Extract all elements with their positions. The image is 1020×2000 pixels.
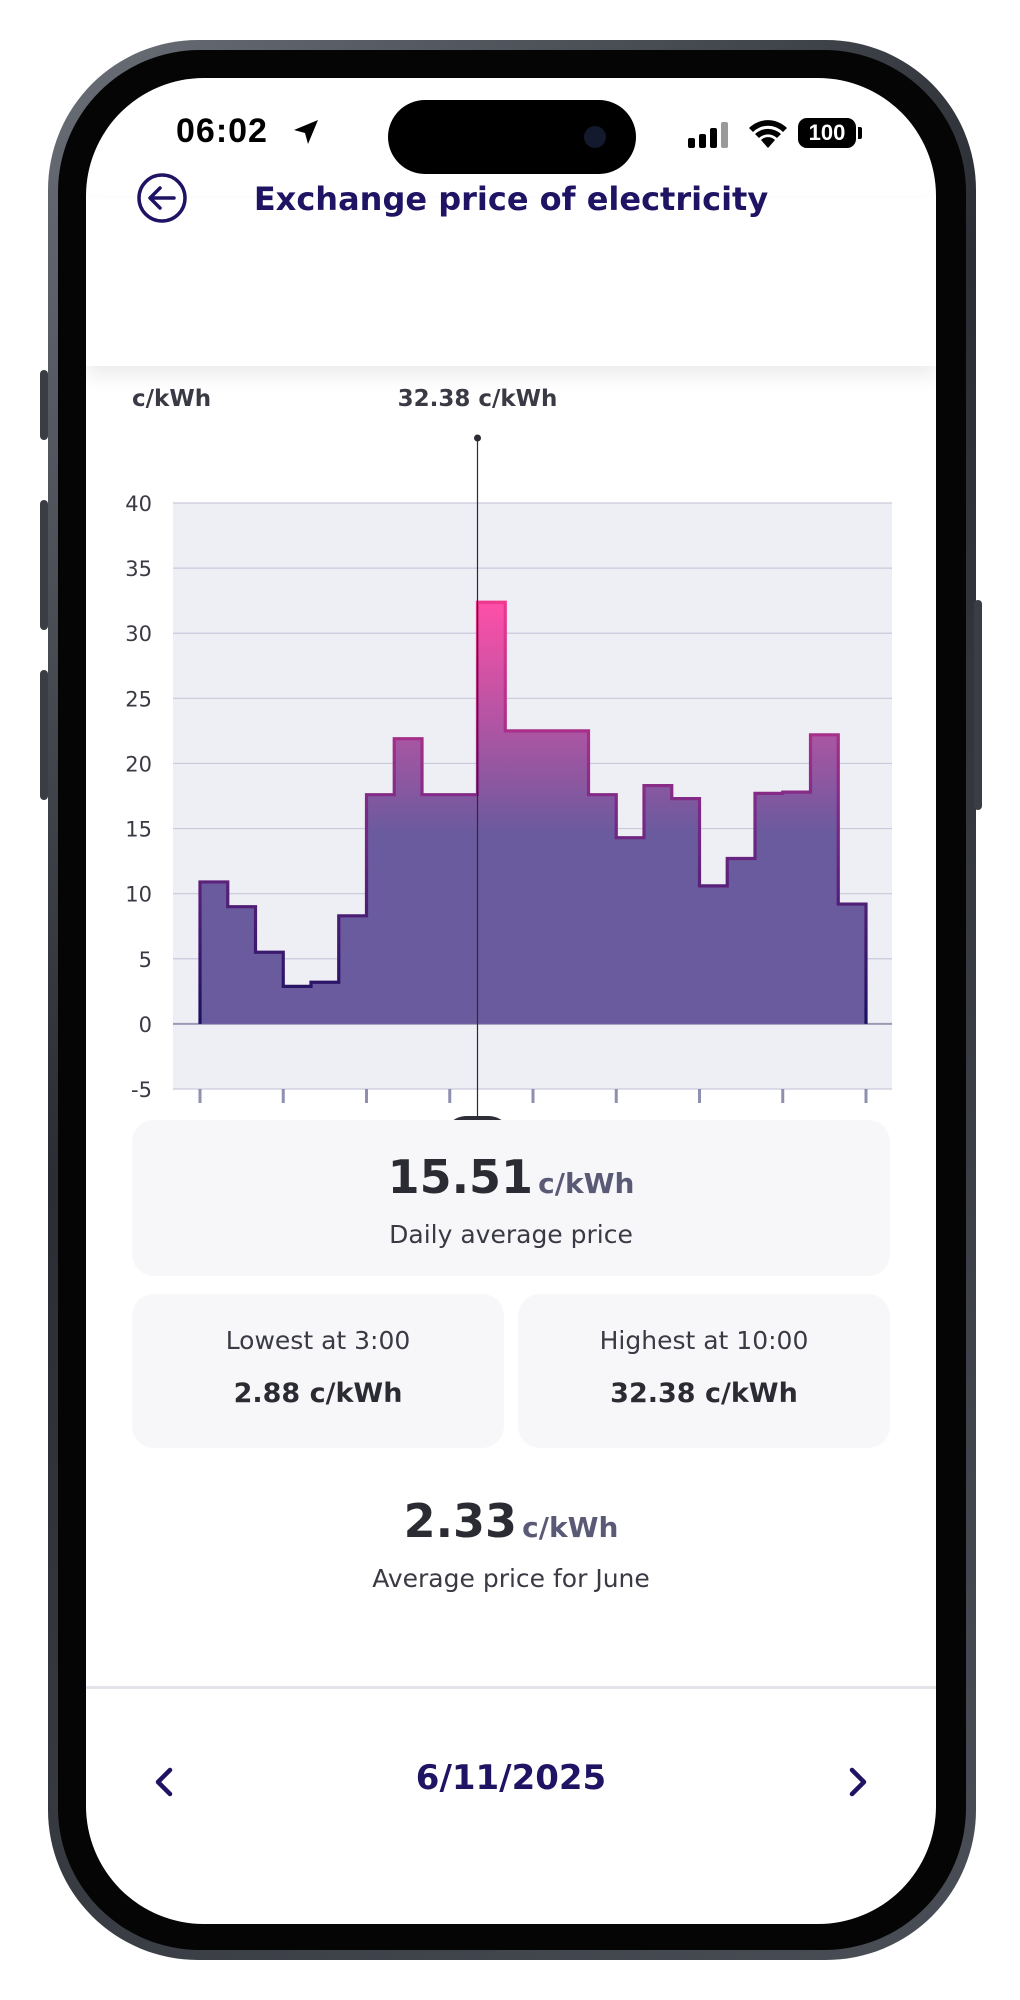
price-step-bar-hour-18 <box>700 886 728 1024</box>
battery-icon: 100 <box>798 118 856 148</box>
dynamic-island <box>388 100 636 174</box>
y-tick-label: 5 <box>139 948 152 972</box>
selected-value-label: 32.38 c/kWh <box>398 386 558 412</box>
selection-cursor-dot <box>474 434 481 442</box>
y-tick-label: 25 <box>125 687 152 711</box>
volume-down-button <box>40 670 48 800</box>
y-tick-label: 30 <box>125 622 152 646</box>
y-tick-label: 35 <box>125 557 152 581</box>
price-step-bar-hour-1 <box>228 907 256 1024</box>
price-step-bar-hour-21 <box>783 792 811 1024</box>
cellular-signal-icon <box>688 122 728 148</box>
month-average: 2.33 c/kWh <box>86 1494 936 1548</box>
back-arrow-icon[interactable] <box>136 172 188 224</box>
lowest-value: 2.88 c/kWh <box>233 1378 403 1409</box>
price-step-bar-hour-23 <box>838 904 866 1024</box>
price-area <box>200 602 866 1024</box>
price-step-bar-hour-16 <box>644 786 672 1024</box>
battery-tip <box>858 127 862 139</box>
highest-price-card: Highest at 10:00 32.38 c/kWh <box>518 1294 890 1448</box>
price-step-bar-hour-5 <box>339 916 367 1024</box>
price-step-bar-hour-10 <box>478 602 506 1024</box>
price-step-bar-hour-13 <box>561 731 589 1024</box>
highest-value: 32.38 c/kWh <box>610 1378 798 1409</box>
price-step-bar-hour-15 <box>616 838 644 1024</box>
month-average-value: 2.33 <box>403 1494 518 1548</box>
price-step-bar-hour-8 <box>422 795 450 1024</box>
wifi-icon <box>749 120 787 148</box>
price-chart[interactable]: c/kWh 32.38 c/kWh -505101520253035400003… <box>86 368 936 1198</box>
previous-day-chevron-icon[interactable] <box>144 1762 184 1802</box>
y-tick-label: 20 <box>125 752 152 776</box>
y-tick-label: -5 <box>131 1078 152 1102</box>
price-step-bar-hour-14 <box>589 795 617 1024</box>
status-time: 06:02 <box>176 112 268 150</box>
price-step-bar-hour-4 <box>311 982 339 1024</box>
price-step-bar-hour-9 <box>450 795 478 1024</box>
month-average-label: Average price for June <box>372 1564 650 1593</box>
price-step-bar-hour-6 <box>367 795 395 1024</box>
price-step-line <box>198 600 868 1024</box>
price-step-bar-hour-3 <box>283 986 311 1024</box>
daily-average-unit: c/kWh <box>538 1167 635 1200</box>
volume-up-button <box>40 500 48 630</box>
page-title: Exchange price of electricity <box>253 180 769 218</box>
y-tick-label: 0 <box>139 1013 152 1037</box>
price-step-bar-hour-12 <box>533 731 561 1024</box>
action-button <box>40 370 48 440</box>
next-day-chevron-icon[interactable] <box>838 1762 878 1802</box>
month-average-unit: c/kWh <box>522 1511 619 1544</box>
lowest-label: Lowest at 3:00 <box>225 1326 411 1355</box>
price-step-bar-hour-20 <box>755 793 783 1023</box>
lowest-price-card: Lowest at 3:00 2.88 c/kWh <box>132 1294 504 1448</box>
location-arrow-icon <box>294 120 318 144</box>
daily-average-card: 15.51 c/kWh Daily average price <box>132 1120 890 1276</box>
price-step-bar-hour-17 <box>672 799 700 1024</box>
highest-label: Highest at 10:00 <box>599 1326 809 1355</box>
price-step-bar-hour-11 <box>505 731 533 1024</box>
price-step-bar-hour-22 <box>811 735 839 1024</box>
screen: 06:02 100 Exchange price of electricity <box>86 78 936 1924</box>
y-tick-label: 40 <box>125 492 152 516</box>
y-tick-label: 10 <box>125 883 152 907</box>
daily-average-label: Daily average price <box>389 1220 633 1249</box>
y-axis-unit-label: c/kWh <box>132 386 211 412</box>
y-tick-label: 15 <box>125 818 152 842</box>
price-step-bar-hour-2 <box>256 952 284 1024</box>
price-step-bar-hour-0 <box>200 882 228 1024</box>
price-step-bar-hour-7 <box>394 739 422 1024</box>
app-header: Exchange price of electricity <box>86 173 936 366</box>
camera-icon <box>584 126 606 148</box>
price-step-bar-hour-19 <box>727 859 755 1024</box>
footer-divider <box>86 1686 936 1689</box>
power-button <box>974 600 982 810</box>
selected-date[interactable]: 6/11/2025 <box>415 1758 607 1798</box>
daily-average-value: 15.51 <box>387 1150 534 1204</box>
